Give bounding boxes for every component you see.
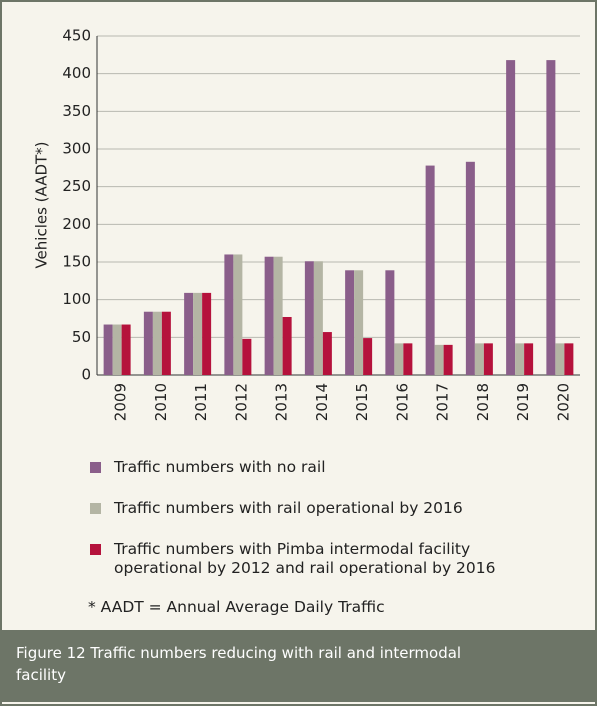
bar: [564, 343, 574, 375]
bar: [202, 292, 212, 375]
bar: [322, 332, 332, 375]
x-tick-label: 2017: [434, 383, 452, 421]
bar: [403, 343, 413, 375]
x-tick-label: 2016: [393, 383, 411, 421]
caption: Figure 12 Traffic numbers reducing with …: [16, 644, 462, 684]
bar: [524, 343, 534, 375]
bar: [233, 254, 243, 375]
bar: [273, 256, 283, 375]
bar: [264, 256, 274, 375]
legend-label: Traffic numbers with rail operational by…: [114, 499, 463, 517]
bar: [313, 261, 323, 375]
y-tick-label: 50: [72, 328, 91, 346]
bar: [506, 60, 516, 376]
bar: [354, 270, 364, 375]
legend-swatch: [90, 544, 101, 555]
x-tick-label: 2009: [112, 383, 130, 421]
x-tick-label: 2013: [273, 383, 291, 421]
y-tick-label: 150: [62, 253, 91, 271]
bar: [546, 60, 556, 376]
y-tick-label: 350: [62, 102, 91, 120]
x-tick-label: 2020: [554, 383, 572, 421]
bar: [363, 338, 373, 375]
x-tick-label: 2014: [313, 383, 331, 421]
y-axis-label: Vehicles (AADT*): [33, 141, 51, 268]
y-tick-label: 300: [62, 140, 91, 158]
bar: [443, 344, 453, 375]
bar: [345, 270, 355, 375]
x-tick-label: 2015: [353, 383, 371, 421]
y-tick-label: 200: [62, 215, 91, 233]
bar: [425, 165, 435, 375]
bar: [143, 311, 153, 375]
x-tick-label: 2012: [232, 383, 250, 421]
bar: [184, 292, 194, 375]
bar: [103, 324, 113, 375]
bar: [483, 343, 493, 375]
legend-swatch: [90, 462, 101, 473]
bar: [394, 343, 404, 375]
legend-swatch: [90, 503, 101, 514]
y-tick-label: 100: [62, 290, 91, 308]
y-tick-label: 250: [62, 177, 91, 195]
bar: [474, 343, 484, 375]
bar: [515, 343, 525, 375]
y-tick-label: 400: [62, 64, 91, 82]
bar: [121, 324, 131, 375]
bar: [555, 343, 565, 375]
bar: [242, 338, 252, 375]
y-tick-label: 0: [81, 366, 91, 384]
bar: [434, 344, 444, 375]
legend-item: Traffic numbers with Pimba intermodal fa…: [90, 540, 560, 578]
bar: [161, 311, 171, 375]
bar: [465, 161, 475, 375]
legend-item: Traffic numbers with rail operational by…: [90, 499, 560, 518]
footnote: * AADT = Annual Average Daily Traffic: [88, 598, 385, 616]
bar: [282, 316, 292, 375]
legend-item: Traffic numbers with no rail: [90, 458, 560, 477]
bar: [224, 254, 234, 375]
x-tick-label: 2010: [152, 383, 170, 421]
x-tick-label: 2018: [474, 383, 492, 421]
bar: [112, 324, 122, 375]
bar: [152, 311, 162, 375]
legend-label: Traffic numbers with Pimba intermodal fa…: [114, 540, 496, 577]
bar: [304, 261, 314, 375]
legend-label: Traffic numbers with no rail: [114, 458, 326, 476]
bar: [385, 270, 395, 375]
x-tick-label: 2019: [514, 383, 532, 421]
caption-band: Figure 12 Traffic numbers reducing with …: [2, 630, 595, 702]
x-tick-label: 2011: [192, 383, 210, 421]
y-tick-label: 450: [62, 27, 91, 45]
bar: [193, 292, 203, 375]
